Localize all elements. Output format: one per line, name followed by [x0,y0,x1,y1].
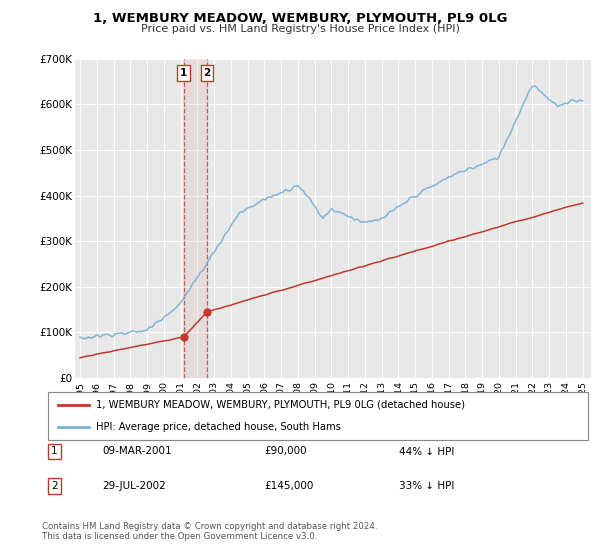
Text: 1: 1 [180,68,187,78]
Text: 29-JUL-2002: 29-JUL-2002 [102,481,166,491]
Text: £145,000: £145,000 [264,481,313,491]
Text: Contains HM Land Registry data © Crown copyright and database right 2024.
This d: Contains HM Land Registry data © Crown c… [42,522,377,542]
Text: 33% ↓ HPI: 33% ↓ HPI [399,481,454,491]
Text: 09-MAR-2001: 09-MAR-2001 [102,446,172,456]
Text: 44% ↓ HPI: 44% ↓ HPI [399,446,454,456]
Bar [184,59,207,378]
Text: 1: 1 [51,446,58,456]
Text: 2: 2 [51,481,58,491]
Text: 1, WEMBURY MEADOW, WEMBURY, PLYMOUTH, PL9 0LG (detached house): 1, WEMBURY MEADOW, WEMBURY, PLYMOUTH, PL… [95,400,464,410]
Text: £90,000: £90,000 [264,446,307,456]
Text: 1, WEMBURY MEADOW, WEMBURY, PLYMOUTH, PL9 0LG: 1, WEMBURY MEADOW, WEMBURY, PLYMOUTH, PL… [93,12,507,25]
Text: HPI: Average price, detached house, South Hams: HPI: Average price, detached house, Sout… [95,422,340,432]
Text: Price paid vs. HM Land Registry's House Price Index (HPI): Price paid vs. HM Land Registry's House … [140,24,460,34]
FancyBboxPatch shape [48,392,588,440]
Text: 2: 2 [203,68,211,78]
